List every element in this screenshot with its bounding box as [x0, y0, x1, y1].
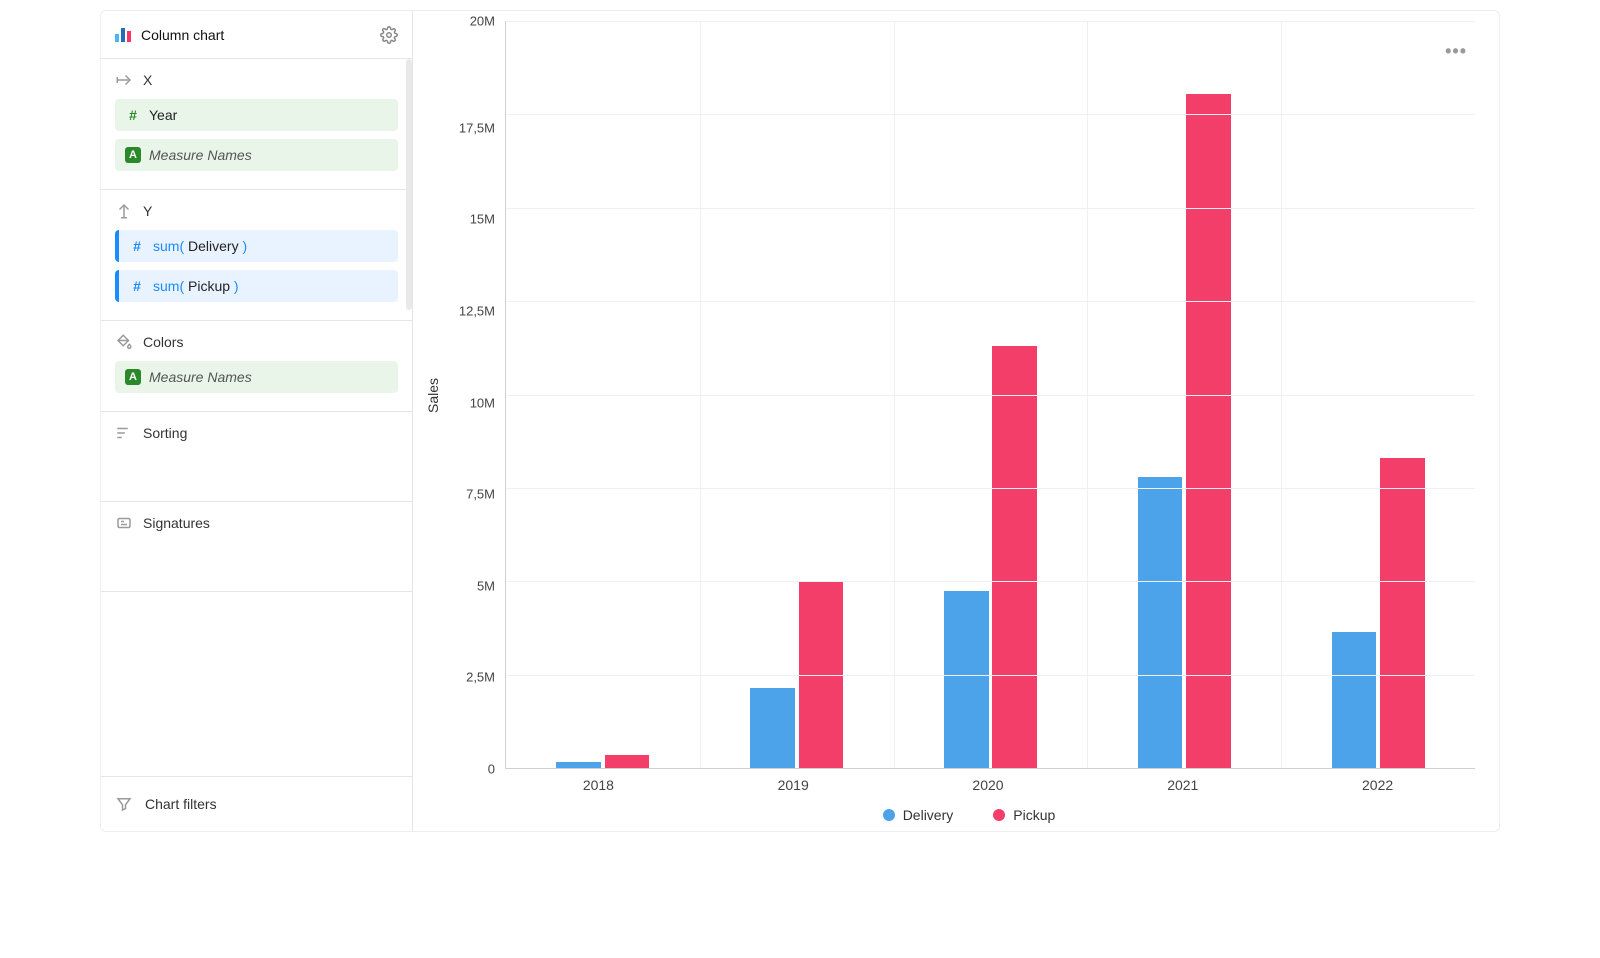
y-tick: 2,5M	[447, 670, 495, 685]
paint-bucket-icon	[115, 333, 133, 351]
text-dimension-icon: A	[125, 369, 141, 385]
bar-pickup-2021[interactable]	[1186, 94, 1231, 768]
x-tick: 2022	[1280, 777, 1475, 793]
y-tick: 17,5M	[447, 120, 495, 135]
x-tick: 2019	[696, 777, 891, 793]
chart-plot[interactable]	[505, 21, 1475, 769]
chart-area: ••• Sales 20M17,5M15M12,5M10M7,5M5M2,5M0…	[413, 11, 1499, 831]
text-dimension-icon: A	[125, 147, 141, 163]
bar-delivery-2019[interactable]	[750, 688, 795, 768]
hash-icon: #	[129, 278, 145, 294]
app-root: Column chart X # Year	[100, 10, 1500, 832]
y-field-sum-pickup[interactable]: # sum( Pickup )	[115, 270, 398, 302]
bar-pickup-2018[interactable]	[605, 755, 650, 768]
hash-icon: #	[129, 238, 145, 254]
section-chart-filters[interactable]: Chart filters	[101, 776, 412, 831]
arrow-up-icon	[115, 202, 133, 220]
config-sidebar: Column chart X # Year	[101, 11, 413, 831]
legend-item-delivery[interactable]: Delivery	[883, 807, 954, 823]
y-tick: 20M	[447, 14, 495, 29]
y-tick: 15M	[447, 212, 495, 227]
bar-delivery-2021[interactable]	[1138, 477, 1183, 768]
section-signatures[interactable]: Signatures	[101, 502, 412, 592]
section-x: X # Year A Measure Names	[101, 59, 412, 190]
y-field-sum-delivery[interactable]: # sum( Delivery )	[115, 230, 398, 262]
y-tick: 7,5M	[447, 487, 495, 502]
bar-delivery-2022[interactable]	[1332, 632, 1377, 768]
y-axis: 20M17,5M15M12,5M10M7,5M5M2,5M0	[447, 21, 501, 769]
bar-delivery-2018[interactable]	[556, 762, 601, 768]
filter-icon	[115, 795, 133, 813]
scrollbar[interactable]	[406, 59, 412, 310]
x-tick: 2018	[501, 777, 696, 793]
bar-delivery-2020[interactable]	[944, 591, 989, 768]
colors-field-measure-names[interactable]: A Measure Names	[115, 361, 398, 393]
bar-pickup-2020[interactable]	[992, 346, 1037, 768]
hash-icon: #	[125, 107, 141, 123]
y-axis-title: Sales	[423, 21, 443, 769]
chart-type-label: Column chart	[141, 27, 370, 43]
legend-swatch	[993, 809, 1005, 821]
section-colors-header[interactable]: Colors	[115, 333, 398, 351]
y-tick: 10M	[447, 395, 495, 410]
chart-legend: Delivery Pickup	[423, 807, 1475, 823]
x-tick: 2021	[1085, 777, 1280, 793]
column-chart-icon	[115, 28, 131, 42]
section-y: Y # sum( Delivery ) # sum( Pickup )	[101, 190, 412, 321]
x-field-year[interactable]: # Year	[115, 99, 398, 131]
y-tick: 12,5M	[447, 303, 495, 318]
x-field-measure-names[interactable]: A Measure Names	[115, 139, 398, 171]
legend-item-pickup[interactable]: Pickup	[993, 807, 1055, 823]
x-axis: 20182019202020212022	[423, 769, 1475, 793]
section-sorting[interactable]: Sorting	[101, 412, 412, 502]
signatures-icon	[115, 514, 133, 532]
section-x-header[interactable]: X	[115, 71, 398, 89]
y-tick: 5M	[447, 578, 495, 593]
y-tick: 0	[447, 762, 495, 777]
section-y-header[interactable]: Y	[115, 202, 398, 220]
chart-type-selector[interactable]: Column chart	[101, 11, 412, 59]
arrow-right-icon	[115, 71, 133, 89]
sorting-icon	[115, 424, 133, 442]
bar-pickup-2022[interactable]	[1380, 458, 1425, 768]
x-tick: 2020	[891, 777, 1086, 793]
sidebar-scroll: X # Year A Measure Names Y	[101, 59, 412, 776]
plot-row: Sales 20M17,5M15M12,5M10M7,5M5M2,5M0	[423, 21, 1475, 769]
legend-swatch	[883, 809, 895, 821]
gear-icon[interactable]	[380, 26, 398, 44]
section-colors: Colors A Measure Names	[101, 321, 412, 412]
